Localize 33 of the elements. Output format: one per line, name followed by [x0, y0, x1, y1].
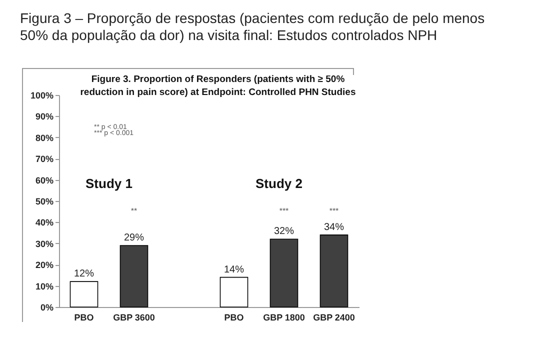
- data-label: 12%: [74, 268, 94, 280]
- x-tick-label: GBP 1800: [263, 312, 305, 322]
- y-tick-label: 0%: [40, 302, 54, 312]
- bar: [220, 276, 248, 308]
- annotation: ***: [329, 206, 339, 216]
- y-tick-label: 60%: [35, 175, 54, 186]
- y-tick-label: 10%: [35, 281, 54, 292]
- data-label: 34%: [324, 222, 344, 233]
- data-label: 32%: [274, 226, 294, 238]
- bar: [70, 281, 98, 308]
- x-tick-label: GBP 2400: [313, 312, 355, 322]
- y-tick-label: 80%: [35, 132, 54, 143]
- y-tick-label: 50%: [35, 196, 54, 206]
- y-tick-label: 100%: [30, 90, 54, 100]
- y-tick-label: 20%: [35, 260, 54, 270]
- annotation: Study 2: [256, 176, 302, 192]
- x-tick-label: GBP 3600: [113, 312, 155, 322]
- data-label: 29%: [124, 232, 144, 244]
- bar: [120, 245, 148, 308]
- y-tick-label: 30%: [35, 238, 54, 249]
- chart-title: Figura 3 – Proporção de respostas (pacientes com redução de pelo menos 50% da população da dor) na visita final: Estudos controlados NPH: [20, 10, 486, 44]
- bar: [270, 238, 298, 308]
- x-tick-label: PBO: [224, 312, 244, 322]
- chart-subtitle: Figure 3. Proportion of Responders (patients with ≥ 50% reduction in pain score) at Endpoint: Controlled PHN Studies: [79, 73, 357, 99]
- bar: [320, 234, 348, 308]
- y-tick-label: 40%: [35, 218, 54, 228]
- annotation: **: [130, 206, 138, 216]
- y-tick-label: 90%: [35, 112, 54, 122]
- annotation: ***: [279, 206, 289, 216]
- annotation: Study 1: [86, 176, 132, 192]
- y-tick-label: 70%: [35, 154, 54, 164]
- data-label: 14%: [224, 264, 244, 276]
- x-tick-label: PBO: [74, 312, 94, 322]
